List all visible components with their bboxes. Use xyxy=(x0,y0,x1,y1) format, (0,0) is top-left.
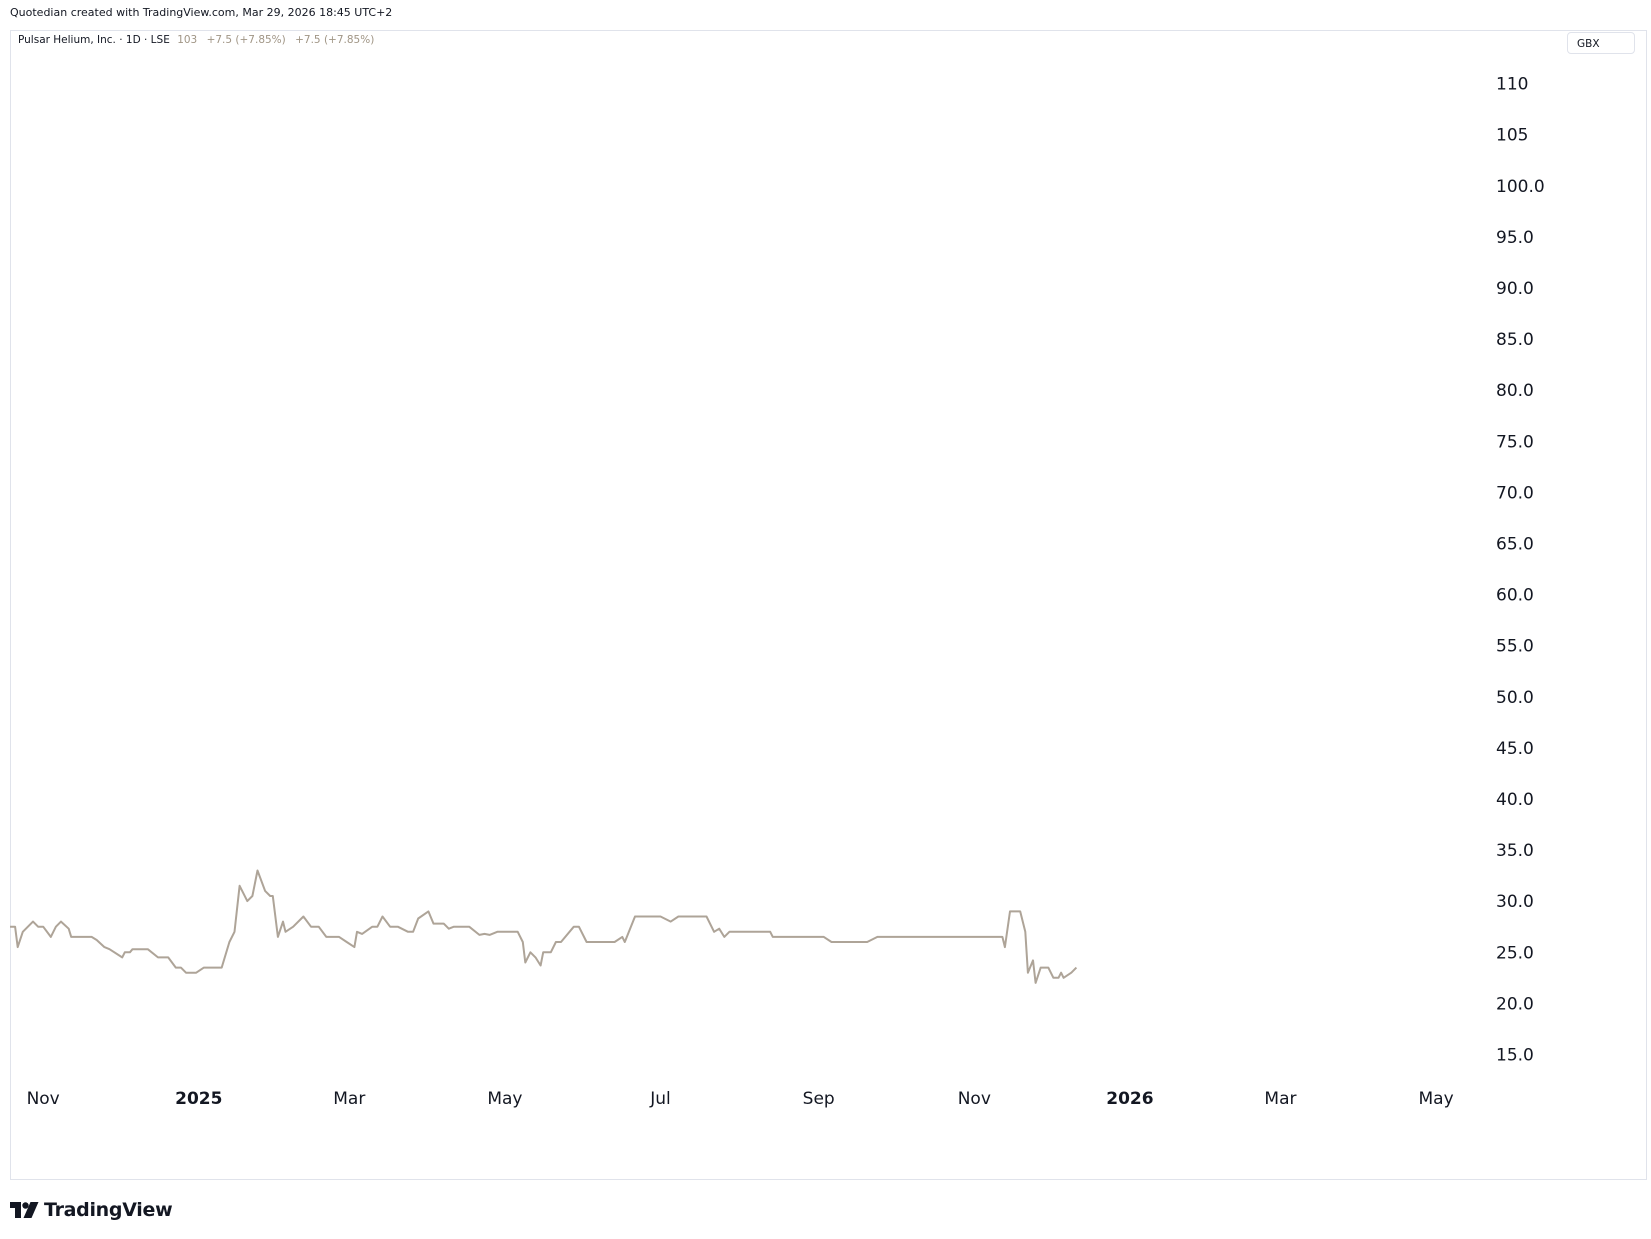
x-tick-label: May xyxy=(487,1089,522,1109)
symbol-legend: Pulsar Helium, Inc. · 1D · LSE 103 +7.5 … xyxy=(18,34,374,46)
y-tick-label: 40.0 xyxy=(1496,790,1534,810)
x-axis: Nov 2025 Mar May Jul Sep Nov 2026 Mar May xyxy=(27,1089,1454,1109)
tradingview-logo-icon xyxy=(10,1202,39,1218)
currency-selector[interactable]: GBX xyxy=(1567,32,1635,54)
series-layer xyxy=(10,869,1078,984)
y-axis: 110 105 100.0 95.0 90.0 85.0 80.0 75.0 70.0 65.0 6… xyxy=(1496,75,1545,1066)
y-tick-label: 95.0 xyxy=(1496,228,1534,248)
x-tick-label: 2026 xyxy=(1106,1089,1153,1109)
x-tick-label: Jul xyxy=(649,1089,671,1109)
x-tick-label: May xyxy=(1419,1089,1454,1109)
y-tick-label: 60.0 xyxy=(1496,586,1534,606)
y-tick-label: 90.0 xyxy=(1496,279,1534,299)
y-tick-label: 110 xyxy=(1496,75,1528,95)
symbol-title: Pulsar Helium, Inc. · 1D · LSE xyxy=(18,34,170,46)
y-tick-label: 70.0 xyxy=(1496,483,1534,503)
x-tick-label: Nov xyxy=(958,1089,991,1109)
y-tick-label: 100.0 xyxy=(1496,177,1545,197)
x-tick-label: Mar xyxy=(333,1089,365,1109)
legend-change: +7.5 (+7.85%) xyxy=(206,34,286,46)
y-tick-label: 25.0 xyxy=(1496,943,1534,963)
y-tick-label: 80.0 xyxy=(1496,381,1534,401)
legend-last-price: 103 xyxy=(177,34,198,46)
x-tick-label: 2025 xyxy=(175,1089,222,1109)
price-series-line xyxy=(10,869,1078,984)
y-tick-label: 105 xyxy=(1496,126,1528,146)
chart-frame xyxy=(10,30,1647,1180)
y-tick-label: 45.0 xyxy=(1496,739,1534,759)
tradingview-logo-text: TradingView xyxy=(44,1199,173,1221)
y-tick-label: 50.0 xyxy=(1496,688,1534,708)
y-tick-label: 55.0 xyxy=(1496,637,1534,657)
y-tick-label: 65.0 xyxy=(1496,534,1534,554)
tradingview-logo[interactable]: TradingView xyxy=(10,1199,173,1221)
x-tick-label: Nov xyxy=(27,1089,60,1109)
chart-credit: Quotedian created with TradingView.com, … xyxy=(10,6,393,19)
y-tick-label: 35.0 xyxy=(1496,841,1534,861)
y-tick-label: 30.0 xyxy=(1496,892,1534,912)
y-tick-label: 85.0 xyxy=(1496,330,1534,350)
y-tick-label: 75.0 xyxy=(1496,432,1534,452)
legend-change-secondary: +7.5 (+7.85%) xyxy=(295,34,375,46)
x-tick-label: Sep xyxy=(803,1089,835,1109)
y-tick-label: 15.0 xyxy=(1496,1045,1534,1065)
x-tick-label: Mar xyxy=(1264,1089,1296,1109)
y-tick-label: 20.0 xyxy=(1496,994,1534,1014)
